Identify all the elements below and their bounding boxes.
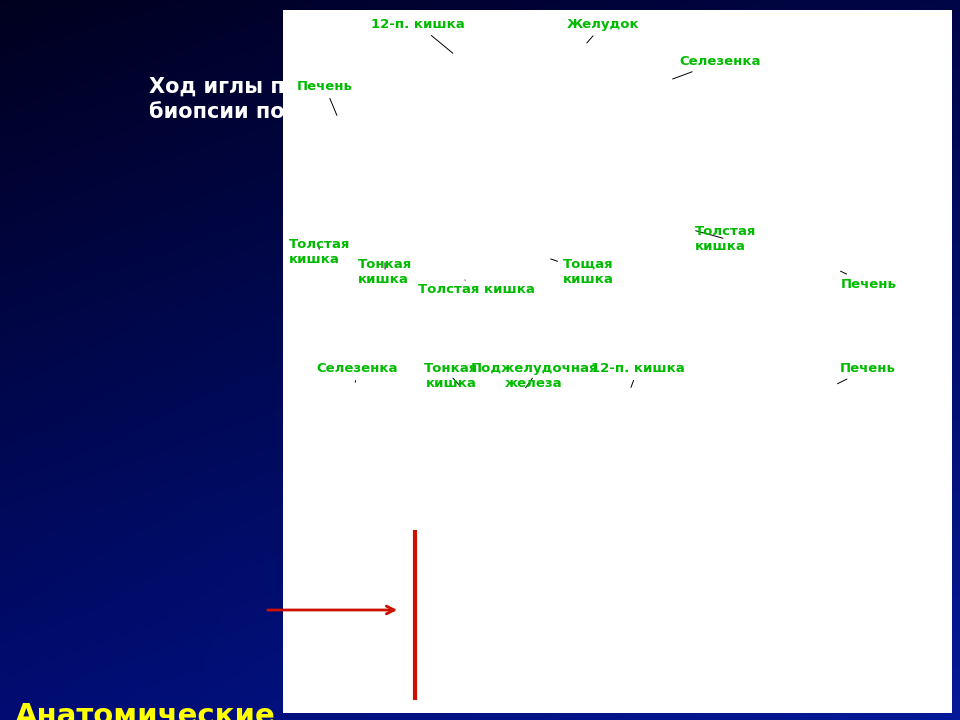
Text: 12-п. кишка: 12-п. кишка	[372, 18, 465, 53]
Text: Поджелудочная
железа: Поджелудочная железа	[470, 362, 598, 390]
Text: Печень: Печень	[297, 80, 353, 115]
Text: 12-п. кишка: 12-п. кишка	[591, 362, 684, 387]
Text: Селезенка: Селезенка	[316, 362, 397, 382]
Text: Желудок: Желудок	[566, 18, 639, 43]
Text: Ход иглы при
биопсии почки: Ход иглы при биопсии почки	[149, 77, 327, 122]
Bar	[283, 355, 952, 713]
Text: Толстая
кишка: Толстая кишка	[695, 225, 756, 253]
Text: Тонкая
кишка: Тонкая кишка	[424, 362, 478, 390]
Bar	[283, 10, 952, 355]
Text: Тощая
кишка: Тощая кишка	[551, 258, 613, 286]
Text: Печень: Печень	[841, 271, 897, 291]
Text: Печень: Печень	[837, 362, 896, 384]
Text: Тонкая
кишка: Тонкая кишка	[358, 258, 412, 286]
Text: Толстая кишка: Толстая кишка	[418, 280, 535, 296]
Text: Анатомические
соотношения
почек с другими
органами: Анатомические соотношения почек с другим…	[14, 702, 296, 720]
Text: Толстая
кишка: Толстая кишка	[289, 238, 350, 266]
Text: Селезенка: Селезенка	[673, 55, 760, 79]
